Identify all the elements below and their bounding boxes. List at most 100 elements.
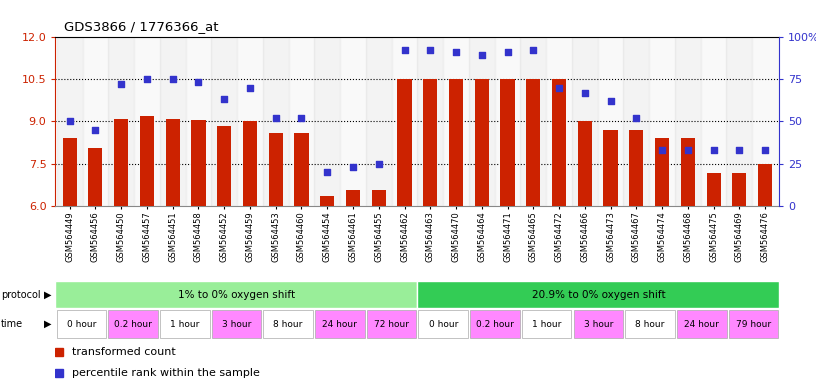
Bar <box>597 37 623 206</box>
Bar <box>418 37 443 206</box>
Bar <box>629 130 643 206</box>
Point <box>733 147 746 153</box>
Text: 20.9% to 0% oxygen shift: 20.9% to 0% oxygen shift <box>531 290 665 300</box>
Bar <box>55 281 417 308</box>
Point <box>114 81 127 87</box>
Bar <box>726 37 752 206</box>
Text: ▶: ▶ <box>44 290 51 300</box>
Bar <box>521 37 546 206</box>
Point <box>269 115 282 121</box>
Bar <box>295 132 308 206</box>
Text: 72 hour: 72 hour <box>374 319 409 329</box>
Text: 1 hour: 1 hour <box>532 319 561 329</box>
Bar <box>185 37 211 206</box>
Bar <box>625 310 675 338</box>
Point <box>89 127 102 133</box>
Bar <box>392 37 417 206</box>
Bar <box>63 138 77 206</box>
Bar <box>572 37 597 206</box>
Bar <box>623 37 650 206</box>
Bar <box>500 79 515 206</box>
Bar <box>604 130 618 206</box>
Text: 24 hour: 24 hour <box>685 319 719 329</box>
Bar <box>475 79 489 206</box>
Text: ▶: ▶ <box>44 319 51 329</box>
Bar <box>109 37 134 206</box>
Point <box>604 98 617 104</box>
Point <box>192 79 205 86</box>
Text: transformed count: transformed count <box>72 347 175 357</box>
Point <box>527 47 540 53</box>
Bar <box>366 37 392 206</box>
Point <box>140 76 153 82</box>
Bar <box>546 37 572 206</box>
Bar <box>449 79 463 206</box>
Text: 1 hour: 1 hour <box>170 319 199 329</box>
Bar <box>675 37 701 206</box>
Text: 3 hour: 3 hour <box>583 319 613 329</box>
Bar <box>752 37 778 206</box>
Point <box>681 147 694 153</box>
Bar <box>397 79 411 206</box>
Point <box>655 147 668 153</box>
Bar <box>371 190 386 206</box>
Text: 24 hour: 24 hour <box>322 319 357 329</box>
Point <box>707 147 721 153</box>
Bar <box>237 37 263 206</box>
Bar <box>521 310 571 338</box>
Bar <box>340 37 366 206</box>
Bar <box>134 37 160 206</box>
Bar <box>166 119 180 206</box>
Bar <box>470 310 520 338</box>
Point <box>63 118 76 124</box>
Point <box>450 49 463 55</box>
Bar <box>57 37 82 206</box>
Bar <box>650 37 675 206</box>
Text: time: time <box>1 319 23 329</box>
Bar <box>109 310 157 338</box>
Point <box>372 161 385 167</box>
Bar <box>82 37 109 206</box>
Text: percentile rank within the sample: percentile rank within the sample <box>72 368 259 378</box>
Text: 8 hour: 8 hour <box>636 319 665 329</box>
Bar <box>264 310 313 338</box>
Point <box>501 49 514 55</box>
Bar <box>243 121 257 206</box>
Point <box>243 84 256 91</box>
Bar <box>655 138 669 206</box>
Text: 0 hour: 0 hour <box>67 319 96 329</box>
Bar <box>419 310 468 338</box>
Bar <box>217 126 231 206</box>
Bar <box>552 79 566 206</box>
Text: 1% to 0% oxygen shift: 1% to 0% oxygen shift <box>178 290 295 300</box>
Bar <box>263 37 289 206</box>
Point <box>424 47 437 53</box>
Bar <box>211 37 237 206</box>
Point <box>475 52 488 58</box>
Point <box>218 96 231 103</box>
Bar <box>114 119 128 206</box>
Bar <box>140 116 154 206</box>
Bar <box>494 37 521 206</box>
Point <box>579 89 592 96</box>
Point <box>398 47 411 53</box>
Bar <box>469 37 494 206</box>
Point <box>347 164 360 170</box>
Bar <box>289 37 314 206</box>
Bar <box>88 148 103 206</box>
Text: 79 hour: 79 hour <box>736 319 771 329</box>
Bar <box>346 190 360 206</box>
Bar <box>315 310 365 338</box>
Text: 8 hour: 8 hour <box>273 319 303 329</box>
Bar <box>160 37 185 206</box>
Bar <box>56 310 106 338</box>
Bar <box>424 79 437 206</box>
Bar <box>732 174 747 206</box>
Text: GDS3866 / 1776366_at: GDS3866 / 1776366_at <box>64 20 218 33</box>
Bar <box>526 79 540 206</box>
Bar <box>578 121 592 206</box>
Text: protocol: protocol <box>1 290 41 300</box>
Point <box>166 76 180 82</box>
Text: 3 hour: 3 hour <box>222 319 251 329</box>
Bar <box>268 132 283 206</box>
